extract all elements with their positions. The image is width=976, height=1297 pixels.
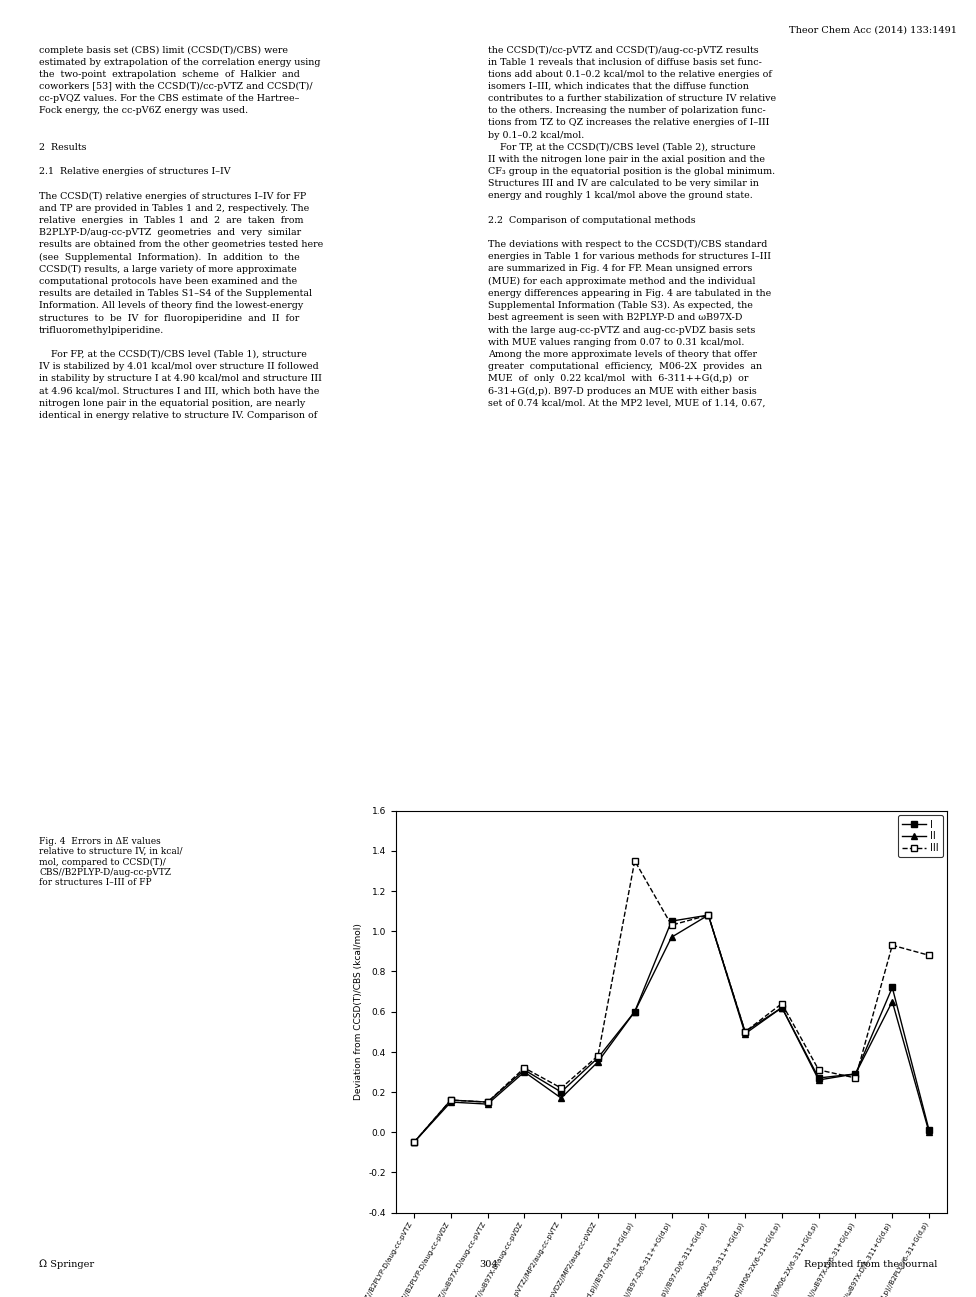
III: [739, 1025, 751, 1040]
II: [554, 1091, 566, 1106]
II: [922, 1124, 934, 1140]
III: [408, 1135, 420, 1150]
II: [518, 1064, 530, 1079]
Text: Fig. 4  Errors in ΔE values
relative to structure IV, in kcal/
mol, compared to : Fig. 4 Errors in ΔE values relative to s…: [39, 837, 183, 887]
III: [702, 908, 713, 923]
II: [849, 1066, 861, 1082]
III: [849, 1070, 861, 1086]
I: [518, 1062, 530, 1078]
Text: the CCSD(T)/cc-pVTZ and CCSD(T)/aug-cc-pVTZ results
in Table 1 reveals that incl: the CCSD(T)/cc-pVTZ and CCSD(T)/aug-cc-p…: [488, 45, 776, 407]
II: [591, 1054, 603, 1070]
III: [444, 1092, 456, 1108]
I: [629, 1004, 640, 1019]
Line: III: III: [411, 859, 931, 1145]
I: [481, 1095, 493, 1110]
I: [885, 979, 897, 995]
III: [629, 853, 640, 869]
III: [812, 1062, 824, 1078]
II: [739, 1026, 751, 1041]
III: [885, 938, 897, 953]
I: [591, 1051, 603, 1066]
I: [665, 913, 676, 929]
Text: Ω Springer: Ω Springer: [39, 1259, 94, 1268]
I: [775, 1000, 787, 1016]
I: [849, 1066, 861, 1082]
III: [922, 948, 934, 964]
Text: Reprinted from the journal: Reprinted from the journal: [803, 1259, 937, 1268]
Line: II: II: [410, 912, 932, 1145]
I: [812, 1070, 824, 1086]
Line: I: I: [411, 912, 931, 1145]
I: [408, 1135, 420, 1150]
II: [885, 994, 897, 1009]
II: [812, 1073, 824, 1088]
Text: 304: 304: [478, 1259, 498, 1268]
I: [444, 1092, 456, 1108]
I: [702, 908, 713, 923]
III: [518, 1060, 530, 1075]
II: [481, 1096, 493, 1112]
III: [775, 996, 787, 1012]
II: [775, 1000, 787, 1016]
II: [408, 1135, 420, 1150]
Text: Theor Chem Acc (2014) 133:1491: Theor Chem Acc (2014) 133:1491: [789, 26, 956, 35]
III: [591, 1048, 603, 1064]
II: [444, 1095, 456, 1110]
I: [739, 1025, 751, 1040]
II: [629, 1004, 640, 1019]
III: [481, 1095, 493, 1110]
III: [554, 1080, 566, 1096]
Text: complete basis set (CBS) limit (CCSD(T)/CBS) were
estimated by extrapolation of : complete basis set (CBS) limit (CCSD(T)/…: [39, 45, 323, 420]
II: [702, 908, 713, 923]
I: [554, 1084, 566, 1100]
Legend: I, II, III: I, II, III: [897, 816, 942, 857]
III: [665, 917, 676, 933]
I: [922, 1122, 934, 1137]
Y-axis label: Deviation from CCSD(T)/CBS (kcal/mol): Deviation from CCSD(T)/CBS (kcal/mol): [353, 923, 362, 1100]
II: [665, 930, 676, 946]
